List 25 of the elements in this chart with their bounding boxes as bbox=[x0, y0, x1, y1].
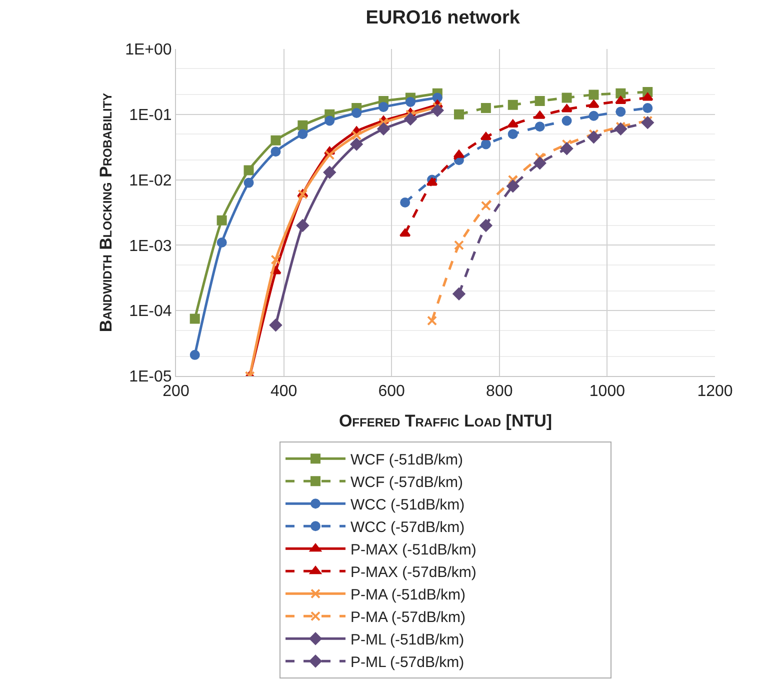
y-tick-label: 1E-02 bbox=[129, 172, 172, 190]
x-tick-label: 200 bbox=[162, 383, 190, 400]
y-tick-label: 1E-05 bbox=[129, 368, 172, 386]
y-axis-title: BANDWIDTH BLOCKING PROBABILITY bbox=[96, 92, 116, 332]
y-tick-label: 1E-03 bbox=[129, 238, 172, 255]
x-tick-label: 800 bbox=[486, 383, 513, 400]
legend-label: P-MAX (-51dB/km) bbox=[350, 542, 476, 558]
legend-label: WCC (-57dB/km) bbox=[350, 519, 465, 536]
y-tick-label: 1E-04 bbox=[129, 303, 172, 320]
y-tick-label: 1E+00 bbox=[125, 42, 172, 59]
chart-title: EURO16 network bbox=[366, 8, 520, 29]
x-tick-label: 1200 bbox=[697, 383, 733, 400]
legend-label: WCC (-51dB/km) bbox=[350, 496, 465, 514]
legend-label: WCF (-51dB/km) bbox=[350, 452, 464, 468]
x-axis-title: OFFERED TRAFFIC LOAD [NTU] bbox=[338, 412, 552, 431]
legend-label: P-ML (-57dB/km) bbox=[350, 654, 464, 671]
x-tick-label: 400 bbox=[270, 383, 298, 400]
y-tick-label: 1E-01 bbox=[129, 107, 172, 124]
legend-label: P-MA (-51dB/km) bbox=[350, 586, 466, 604]
legend-label: P-MAX (-57dB/km) bbox=[350, 564, 476, 581]
legend-label: P-MA (-57dB/km) bbox=[350, 609, 466, 626]
x-tick-label: 1000 bbox=[589, 383, 626, 400]
legend-label: WCF (-57dB/km) bbox=[350, 474, 464, 491]
x-tick-label: 600 bbox=[378, 383, 406, 400]
legend-label: P-ML (-51dB/km) bbox=[350, 632, 464, 648]
